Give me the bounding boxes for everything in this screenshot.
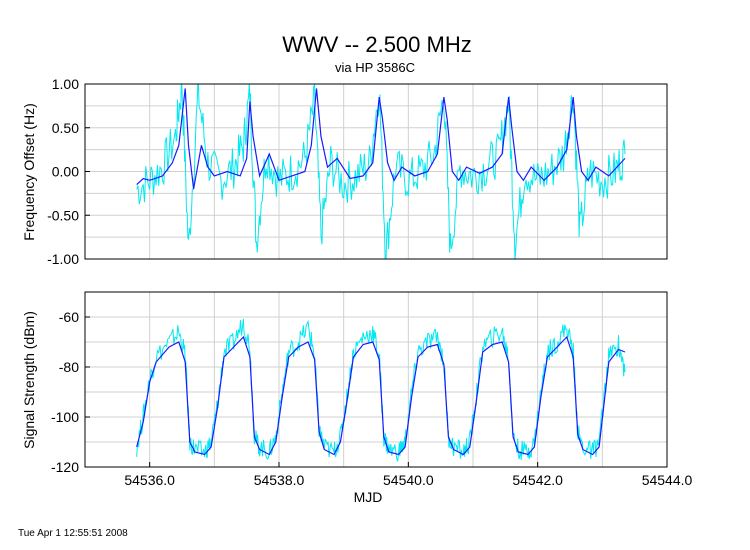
signal-xtick-label: 54540.0 (383, 472, 434, 488)
signal-strength-panel: -60 -80 -100 -120 54536.0 54538.0 54540.0 54542… (51, 291, 693, 488)
signal-xtick-label: 54542.0 (512, 472, 563, 488)
signal-ytick-label: -120 (51, 459, 79, 475)
signal-xtick-label: 54538.0 (254, 472, 305, 488)
footer-timestamp: Tue Apr 1 12:55:51 2008 (18, 528, 128, 539)
signal-ytick-label: -80 (59, 359, 79, 375)
frequency-offset-ylabel: Frequency Offset (Hz) (21, 103, 37, 240)
freq-ytick-label: -1.00 (47, 251, 79, 267)
signal-strength-ylabel: Signal Strength (dBm) (21, 311, 37, 449)
freq-raw-series-line (136, 84, 626, 259)
freq-ytick-label: 1.00 (52, 76, 79, 92)
signal-ytick-label: -100 (51, 409, 79, 425)
freq-averaged-series-line (136, 88, 626, 190)
signal-xtick-label: 54544.0 (642, 472, 693, 488)
signal-ytick-label: -60 (59, 309, 79, 325)
signal-xtick-label: 54536.0 (124, 472, 175, 488)
frequency-offset-panel: 1.00 0.50 0.00 -0.50 -1.00 (47, 76, 668, 267)
chart-title: WWV -- 2.500 MHz (282, 32, 471, 57)
signal-plot-frame (84, 291, 668, 468)
signal-averaged-series-line (136, 335, 626, 456)
freq-ytick-label: -0.50 (47, 207, 79, 223)
freq-ytick-label: 0.50 (52, 120, 79, 136)
mjd-xlabel: MJD (354, 489, 383, 505)
chart-subtitle: via HP 3586C (335, 60, 415, 75)
freq-ytick-label: 0.00 (52, 164, 79, 180)
